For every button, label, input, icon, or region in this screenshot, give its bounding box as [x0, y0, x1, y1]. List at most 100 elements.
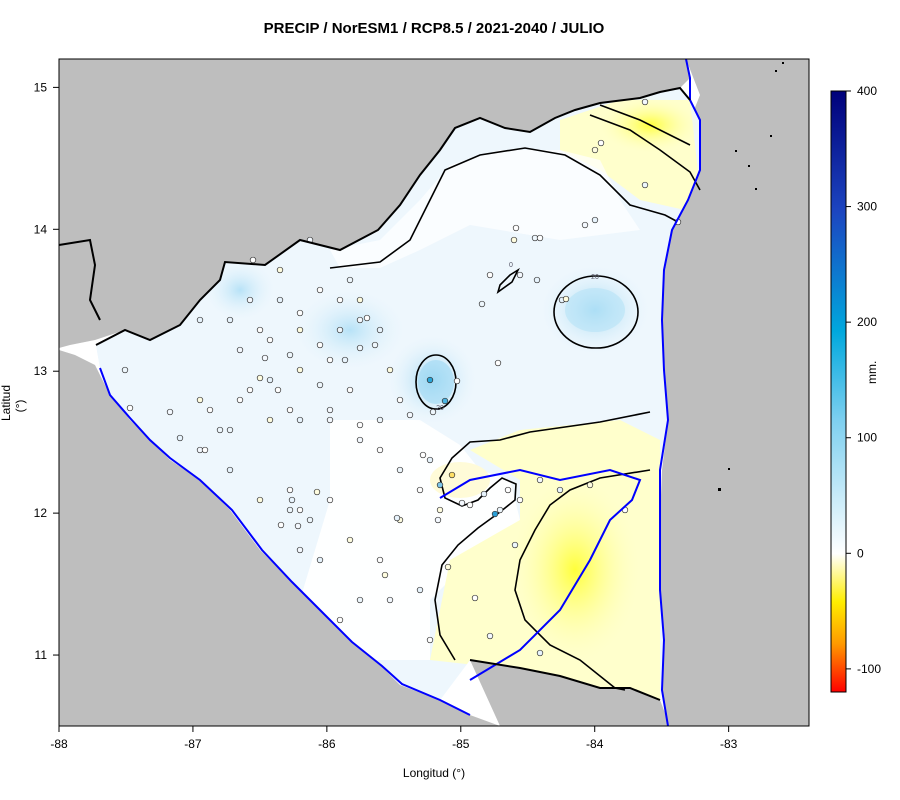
- station-point: [581, 221, 589, 229]
- station-point: [226, 466, 234, 474]
- white-north-band: [330, 150, 640, 268]
- wet-east-cell-inner: [565, 288, 625, 332]
- station-point: [448, 471, 456, 479]
- station-point: [346, 276, 354, 284]
- y-tick-label: 15: [34, 80, 48, 94]
- station-point: [236, 396, 244, 404]
- caribbean-coast: [659, 58, 701, 727]
- station-point: [336, 616, 344, 624]
- borders: [58, 86, 691, 701]
- caribbean-cays: [718, 62, 784, 491]
- station-point: [326, 356, 334, 364]
- station-point: [266, 336, 274, 344]
- station-point: [426, 376, 434, 384]
- station-point: [316, 286, 324, 294]
- station-point: [316, 556, 324, 564]
- station-point: [419, 451, 427, 459]
- station-point: [512, 224, 520, 232]
- land-pacific-west: [59, 350, 500, 726]
- honduras-north-border: [58, 238, 101, 321]
- y-tick-label: 13: [34, 364, 48, 378]
- station-point: [416, 486, 424, 494]
- station-point: [536, 476, 544, 484]
- x-tick-label: -85: [452, 737, 470, 751]
- colorbar: [830, 90, 847, 693]
- station-point: [313, 488, 321, 496]
- station-point: [256, 496, 264, 504]
- station-point: [510, 236, 518, 244]
- station-point: [406, 411, 414, 419]
- station-point: [316, 381, 324, 389]
- station-points: [121, 98, 682, 657]
- contour-label-central: 20: [436, 405, 444, 412]
- station-point: [562, 295, 570, 303]
- x-tick-label: -84: [586, 737, 604, 751]
- y-axis-label: Latitud (°): [0, 384, 27, 421]
- station-point: [326, 406, 334, 414]
- station-point: [516, 271, 524, 279]
- station-point: [294, 522, 302, 530]
- y-tick-label: 12: [34, 506, 48, 520]
- station-point: [246, 296, 254, 304]
- station-point: [396, 396, 404, 404]
- station-point: [341, 356, 349, 364]
- station-point: [256, 374, 264, 382]
- contour-label-zero: 0: [509, 262, 513, 269]
- station-point: [286, 506, 294, 514]
- station-point: [458, 499, 466, 507]
- station-point: [296, 309, 304, 317]
- y-axis: 11 12 13 14 15: [34, 80, 59, 662]
- station-point: [176, 434, 184, 442]
- x-tick-label: -83: [720, 737, 738, 751]
- dry-center-patch: [430, 462, 490, 498]
- station-point: [586, 481, 594, 489]
- station-point: [206, 406, 214, 414]
- station-point: [277, 521, 285, 529]
- station-point: [356, 296, 364, 304]
- station-point: [256, 326, 264, 334]
- coastlines: [99, 58, 701, 727]
- station-point: [121, 366, 129, 374]
- station-point: [396, 466, 404, 474]
- colorbar-tick-label: 0: [857, 546, 864, 560]
- station-point: [226, 426, 234, 434]
- station-point: [536, 234, 544, 242]
- station-point: [261, 354, 269, 362]
- station-point: [286, 406, 294, 414]
- land-east-right: [660, 59, 809, 726]
- station-point: [436, 481, 444, 489]
- station-point: [266, 416, 274, 424]
- station-point: [276, 296, 284, 304]
- station-point: [356, 436, 364, 444]
- station-point: [356, 596, 364, 604]
- station-point: [286, 351, 294, 359]
- station-point: [556, 486, 564, 494]
- land-honduras-north: [59, 59, 690, 348]
- station-point: [434, 516, 442, 524]
- station-point: [453, 377, 461, 385]
- station-point: [486, 632, 494, 640]
- plot-frame: [58, 58, 810, 727]
- station-point: [296, 546, 304, 554]
- station-point: [393, 514, 401, 522]
- station-point: [466, 501, 474, 509]
- station-point: [516, 496, 524, 504]
- x-tick-label: -86: [318, 737, 336, 751]
- station-point: [436, 506, 444, 514]
- station-point: [478, 300, 486, 308]
- station-point: [296, 326, 304, 334]
- colorbar-unit-label: mm.: [865, 360, 879, 384]
- station-point: [363, 314, 371, 322]
- station-point: [496, 506, 504, 514]
- wet-central-cell-inner: [418, 360, 454, 404]
- station-point: [326, 496, 334, 504]
- x-axis-label: Longitud (°): [402, 766, 466, 780]
- station-point: [346, 536, 354, 544]
- x-axis: -88 -87 -86 -85 -84 -83: [50, 726, 738, 751]
- station-point: [306, 516, 314, 524]
- station-point: [386, 596, 394, 604]
- station-point: [641, 98, 649, 106]
- station-point: [426, 456, 434, 464]
- station-point: [376, 416, 384, 424]
